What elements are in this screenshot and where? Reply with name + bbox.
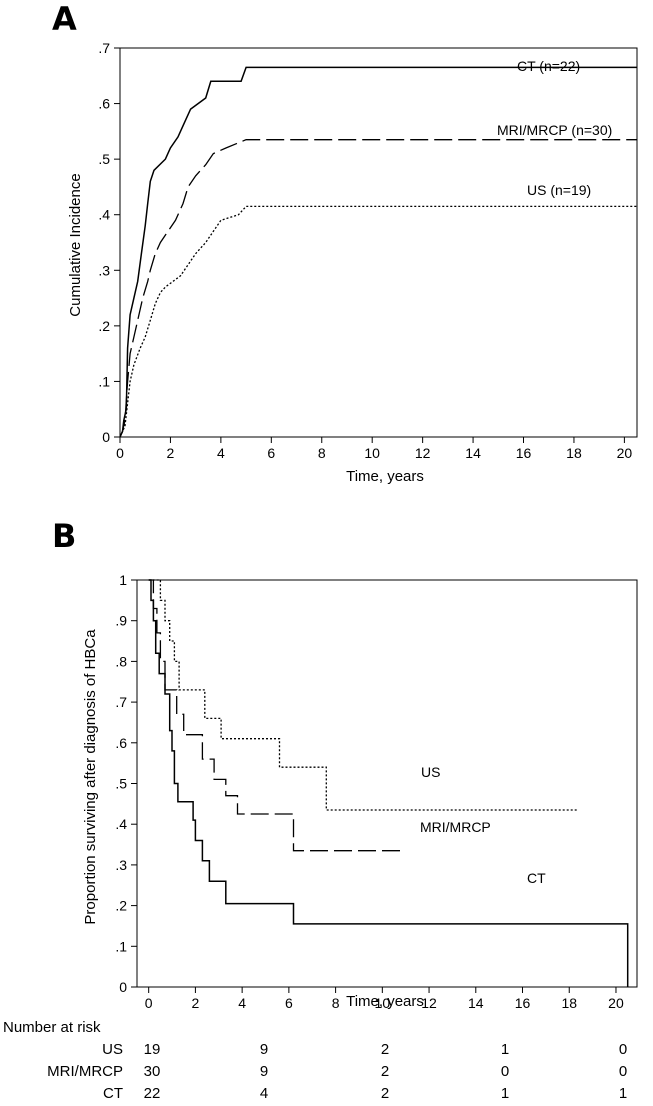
panel-b-x-tick-label: 14 — [468, 995, 484, 1011]
panel-b-x-tick-label: 8 — [332, 995, 340, 1011]
panel-b-x-tick-label: 18 — [561, 995, 577, 1011]
risk-cell: 2 — [381, 1041, 389, 1058]
panel-a-series-line-us — [119, 205, 637, 438]
panel-b-series-line-mrimrcp — [148, 579, 401, 852]
risk-cell: 2 — [381, 1063, 389, 1080]
risk-cell: 4 — [260, 1085, 268, 1102]
panel-a-y-tick-label: .5 — [98, 151, 110, 167]
risk-cell: 9 — [260, 1063, 268, 1080]
risk-cell: 22 — [144, 1085, 161, 1102]
panel-b-y-tick-label: 1 — [119, 572, 127, 588]
panel-b-x-tick-label: 20 — [608, 995, 624, 1011]
panel-b-x-tick-label: 4 — [238, 995, 246, 1011]
panel-b-y-tick-label: .2 — [115, 898, 127, 914]
panel-a-chart: 0 2 4 6 8 10 12 14 16 18 20 0 .1 .2 .3 .4 .5 .6 .7 — [98, 40, 638, 461]
panel-a-x-axis-label: Time, years — [346, 468, 424, 485]
risk-cell: 0 — [619, 1041, 627, 1058]
panel-b-series-line-us — [148, 579, 579, 811]
panel-b-x-tick-label: 0 — [145, 995, 153, 1011]
panel-b-y-tick-label: .7 — [115, 694, 127, 710]
panel-b-x-tick-label: 6 — [285, 995, 293, 1011]
panel-a-y-tick-label: .4 — [98, 207, 110, 223]
panel-a-series-label-ct: CT (n=22) — [517, 58, 580, 74]
panel-a-y-tick-label: 0 — [102, 429, 110, 445]
panel-a-y-tick-label: .7 — [98, 40, 110, 56]
panel-b-y-tick-label: .9 — [115, 613, 127, 629]
panel-b-y-tick-label: .8 — [115, 653, 127, 669]
panel-a-series-label-us: US (n=19) — [527, 182, 591, 198]
risk-cell: 0 — [619, 1063, 627, 1080]
panel-a-x-tick-label: 8 — [318, 445, 326, 461]
panel-b-letter: B — [52, 517, 76, 555]
panel-a-y-axis-label: Cumulative Incidence — [67, 173, 84, 316]
risk-cell: 30 — [144, 1063, 161, 1080]
panel-b-x-tick-label: 2 — [192, 995, 200, 1011]
panel-b-y-tick-label: .5 — [115, 776, 127, 792]
panel-b-x-axis-label: Time, years — [346, 993, 424, 1010]
risk-cell: 1 — [619, 1085, 627, 1102]
risk-cell: 1 — [501, 1041, 509, 1058]
panel-b-y-tick-label: .3 — [115, 857, 127, 873]
panel-a-x-tick-label: 4 — [217, 445, 225, 461]
risk-table-header: Number at risk — [3, 1019, 101, 1036]
panel-a-x-tick-label: 12 — [415, 445, 431, 461]
panel-b-x-tick-label: 10 — [375, 995, 391, 1011]
panel-a-y-tick-label: .3 — [98, 262, 110, 278]
risk-cell: 1 — [501, 1085, 509, 1102]
panel-a-series-label-mri: MRI/MRCP (n=30) — [497, 122, 612, 138]
panel-a-x-tick-label: 6 — [267, 445, 275, 461]
panel-b-series-label-mri: MRI/MRCP — [420, 819, 491, 835]
panel-b-x-tick-label: 16 — [515, 995, 531, 1011]
panel-b-series-label-ct: CT — [527, 870, 546, 886]
panel-a-x-tick-label: 20 — [617, 445, 633, 461]
panel-a-x-tick-label: 10 — [364, 445, 380, 461]
panel-a-plot-frame — [119, 47, 638, 438]
risk-row-label: MRI/MRCP — [47, 1063, 123, 1080]
panel-a-x-tick-label: 16 — [516, 445, 532, 461]
panel-a-series-line-ct — [119, 66, 637, 438]
panel-b-chart: 0 2 4 6 8 10 12 14 16 18 20 0 .1 .2 .3 .4 .5 .6 .7 .8 .9 1 — [115, 572, 638, 1011]
panel-b-plot-frame — [136, 579, 638, 988]
panel-a-series-line-mrimrcp — [119, 139, 637, 438]
panel-a-x-tick-label: 0 — [116, 445, 124, 461]
risk-cell: 19 — [144, 1041, 161, 1058]
panel-b-y-tick-label: .6 — [115, 735, 127, 751]
panel-b-x-tick-label: 12 — [421, 995, 437, 1011]
panel-a-x-tick-label: 2 — [167, 445, 175, 461]
risk-cell: 2 — [381, 1085, 389, 1102]
panel-a-y-tick-label: .1 — [98, 373, 110, 389]
panel-a-letter: A — [52, 0, 77, 38]
panel-b-y-tick-label: .4 — [115, 816, 127, 832]
panel-b-y-tick-label: .1 — [115, 938, 127, 954]
panel-b-y-axis-label: Proportion surviving after diagnosis of … — [82, 629, 99, 925]
risk-table: Number at risk US 19 9 2 1 0 MRI/MRCP 30 9 2 0 0 CT 2… — [3, 1019, 627, 1102]
risk-row-label: CT — [103, 1085, 123, 1102]
panel-b-series-label-us: US — [421, 764, 440, 780]
panel-a-y-tick-label: .2 — [98, 318, 110, 334]
panel-b-series-line-ct — [148, 579, 629, 987]
risk-cell: 0 — [501, 1063, 509, 1080]
panel-a-y-tick-label: .6 — [98, 96, 110, 112]
risk-cell: 9 — [260, 1041, 268, 1058]
panel-b-y-tick-label: 0 — [119, 979, 127, 995]
panel-a-x-tick-label: 18 — [566, 445, 582, 461]
risk-row-label: US — [102, 1041, 123, 1058]
panel-a-x-tick-label: 14 — [465, 445, 481, 461]
